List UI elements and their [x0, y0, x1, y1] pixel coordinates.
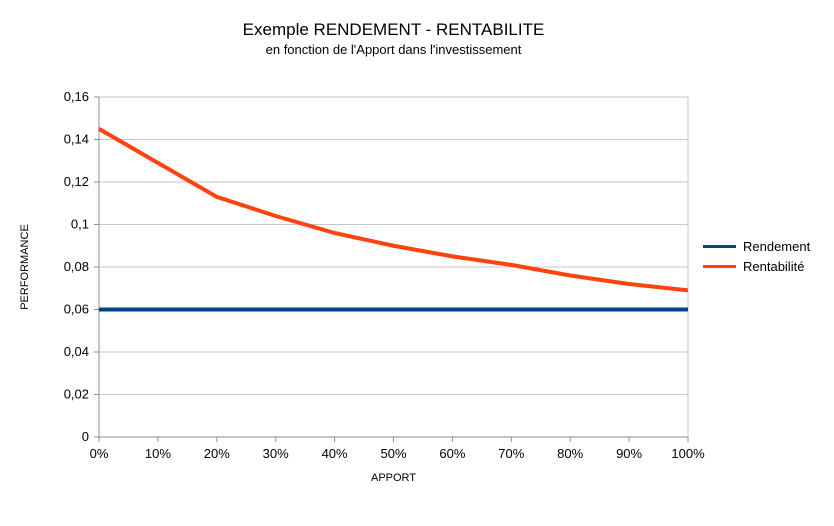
y-tick-label: 0,16 — [64, 89, 89, 104]
rentabilite-line-swatch — [703, 264, 736, 268]
y-tick-label: 0,04 — [64, 344, 89, 359]
x-tick-label: 50% — [380, 446, 406, 461]
x-tick-label: 30% — [263, 446, 289, 461]
x-tick-label: 80% — [557, 446, 583, 461]
legend: Rendement Rentabilité — [703, 236, 810, 276]
x-tick-label: 60% — [439, 446, 465, 461]
y-tick-label: 0,08 — [64, 259, 89, 274]
legend-label: Rendement — [743, 238, 811, 254]
legend-item-rentabilite: Rentabilité — [703, 256, 810, 276]
y-tick-label: 0,02 — [64, 387, 89, 402]
x-tick-label: 0% — [90, 446, 109, 461]
chart-title: Exemple RENDEMENT - RENTABILITE — [242, 20, 545, 39]
rendement-line-swatch — [703, 244, 736, 248]
x-tick-label: 10% — [145, 446, 171, 461]
x-tick-label: 100% — [671, 446, 705, 461]
x-tick-label: 70% — [498, 446, 524, 461]
x-tick-label: 20% — [204, 446, 230, 461]
y-tick-label: 0 — [82, 429, 89, 444]
y-tick-label: 0,12 — [64, 174, 89, 189]
x-tick-label: 40% — [322, 446, 348, 461]
legend-item-rendement: Rendement — [703, 236, 810, 256]
legend-label: Rentabilité — [743, 258, 805, 274]
series-line-rentabilité — [98, 127, 689, 293]
chart-subtitle: en fonction de l'Apport dans l'investiss… — [265, 42, 522, 57]
x-tick-label: 90% — [616, 446, 642, 461]
y-tick-label: 0,1 — [71, 217, 89, 232]
y-tick-label: 0,06 — [64, 302, 89, 317]
y-tick-label: 0,14 — [64, 132, 89, 147]
x-axis-title: APPORT — [370, 472, 417, 484]
